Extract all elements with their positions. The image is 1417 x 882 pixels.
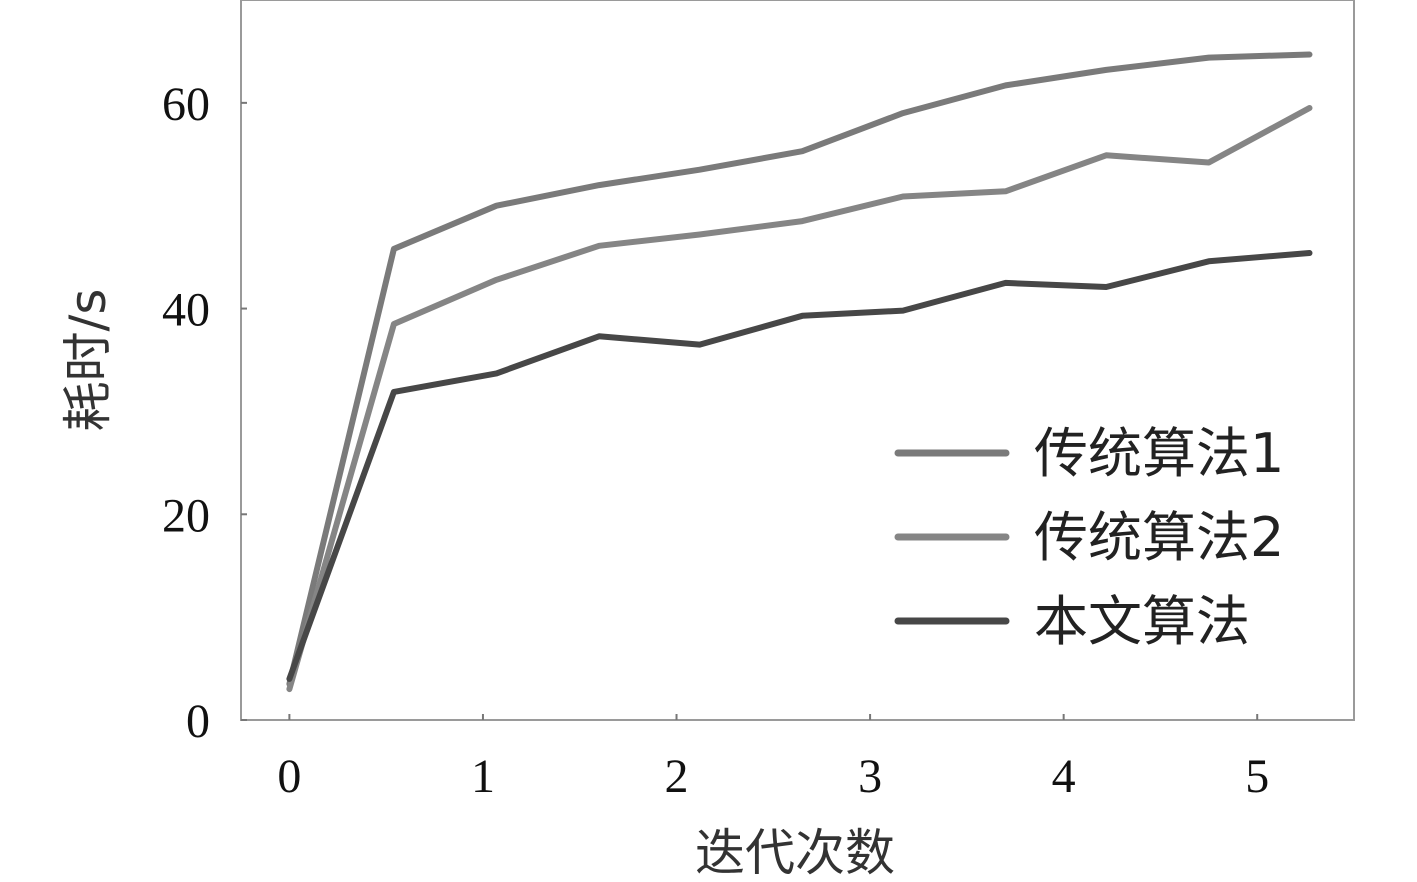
y-tick-label: 40: [162, 284, 210, 337]
x-axis-ticks: 0 1 2 3 4 5: [277, 714, 1269, 803]
x-tick-label: 5: [1245, 750, 1269, 803]
y-axis-title: 耗时/s: [59, 289, 117, 432]
plot-frame: [240, 0, 1355, 721]
legend-label-2: 传统算法2: [1034, 506, 1284, 569]
legend-label-3: 本文算法: [1034, 590, 1250, 653]
y-axis-ticks: 0 20 40 60: [162, 78, 247, 748]
y-tick-label: 60: [162, 78, 210, 131]
series-line-3: [286, 250, 1313, 682]
legend-label-1: 传统算法1: [1034, 422, 1284, 485]
x-axis-title: 迭代次数: [695, 824, 895, 882]
x-tick-label: 1: [471, 750, 495, 803]
x-tick-label: 0: [277, 750, 301, 803]
legend: 传统算法1 传统算法2 本文算法: [894, 422, 1284, 653]
x-tick-label: 4: [1052, 750, 1076, 803]
x-tick-label: 2: [665, 750, 689, 803]
series-line-1: [286, 51, 1313, 687]
y-tick-label: 0: [186, 695, 210, 748]
x-tick-label: 3: [858, 750, 882, 803]
series-layer: [286, 51, 1313, 693]
series-line-2: [286, 105, 1313, 693]
y-tick-label: 20: [162, 489, 210, 542]
